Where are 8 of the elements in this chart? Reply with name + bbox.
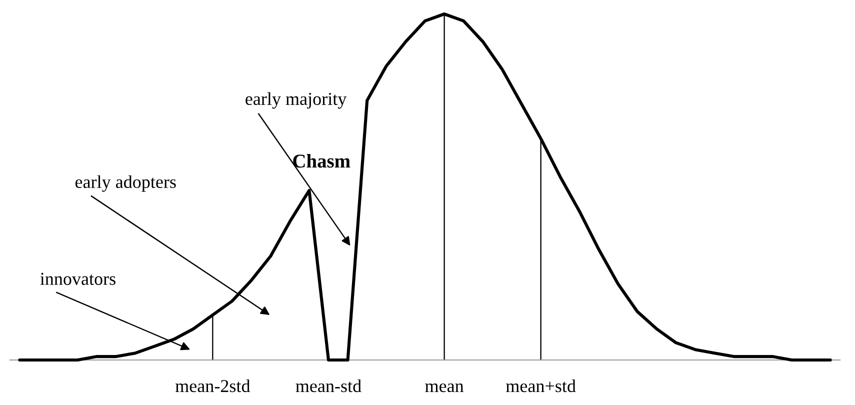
x-tick-label: mean-2std	[175, 379, 250, 392]
x-tick-label: mean-std	[296, 379, 362, 392]
annotation: Chasm	[293, 154, 350, 168]
x-tick-label: mean	[425, 383, 464, 392]
annotation: early majority	[246, 92, 347, 109]
annotation: early adopters	[75, 175, 176, 192]
x-tick-label: mean+std	[506, 379, 576, 392]
annotation: innovators	[40, 272, 116, 285]
